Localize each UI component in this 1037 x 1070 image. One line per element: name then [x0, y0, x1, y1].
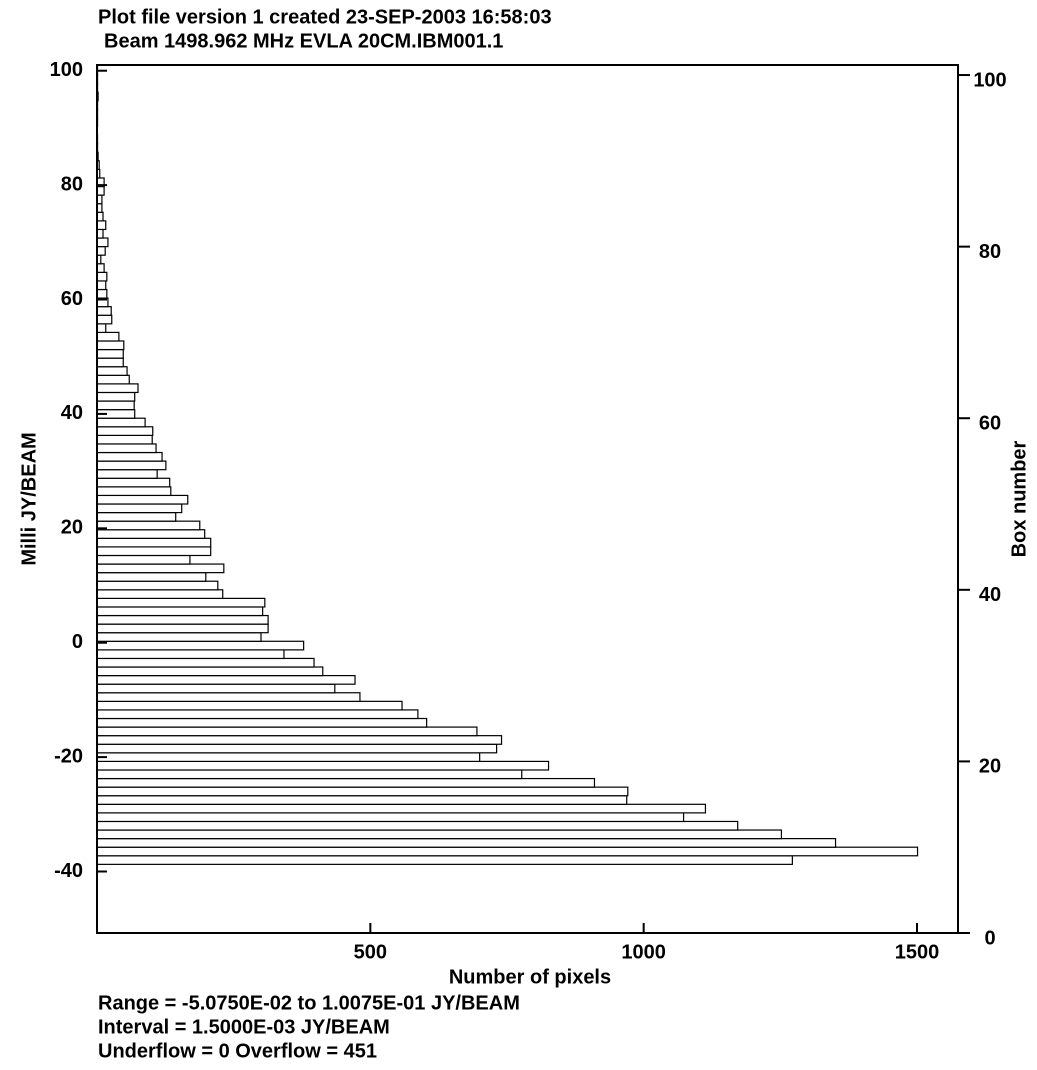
bar	[96, 426, 154, 436]
x-tick-label: 1500	[895, 941, 940, 963]
bar	[96, 580, 219, 591]
bar	[96, 391, 136, 402]
x-axis-label: Number of pixels	[449, 966, 611, 988]
bar	[96, 855, 793, 865]
y2-tick-label: 40	[979, 584, 1001, 606]
y2-tick-label: 100	[973, 69, 1006, 91]
bar	[96, 331, 120, 342]
bar	[96, 666, 324, 677]
bar	[96, 503, 183, 514]
bar	[96, 486, 172, 497]
bar	[96, 348, 124, 359]
bar	[96, 614, 269, 625]
bar	[96, 846, 919, 857]
bar	[96, 717, 428, 728]
y-tick-label: -40	[54, 860, 83, 882]
bar	[96, 675, 356, 685]
bar	[96, 726, 478, 737]
bar	[96, 434, 153, 445]
y-tick-label: 60	[61, 288, 83, 310]
y-tick-label: 40	[61, 402, 83, 424]
bar	[96, 220, 107, 231]
chart-title: Plot file version 1 created 23-SEP-2003 …	[98, 6, 552, 28]
bar	[96, 246, 106, 256]
y-tick-label: 20	[61, 517, 83, 539]
bar	[96, 692, 361, 702]
y2-tick-label: 80	[979, 241, 1001, 263]
bar	[96, 306, 112, 316]
bar	[96, 683, 336, 694]
chart-subtitle: Beam 1498.962 MHz EVLA 20CM.IBM001.1	[104, 30, 503, 52]
bar	[96, 520, 201, 531]
bar	[96, 185, 105, 196]
bar	[96, 820, 739, 831]
bar	[96, 649, 285, 660]
y2-tick-label: 20	[979, 756, 1001, 778]
bar	[96, 554, 191, 565]
bar	[96, 657, 315, 668]
bar	[96, 546, 212, 557]
bar	[96, 589, 224, 599]
bar	[96, 271, 108, 282]
bar	[96, 795, 628, 805]
bar	[96, 237, 109, 248]
bar	[96, 280, 107, 291]
bar	[96, 812, 685, 823]
bar	[96, 572, 207, 582]
footer-note: Underflow = 0 Overflow = 451	[98, 1040, 377, 1062]
y-tick-label: -20	[54, 745, 83, 767]
y-tick-label: 80	[61, 173, 83, 195]
bar	[96, 537, 212, 548]
bar	[96, 477, 171, 488]
bar	[96, 383, 139, 394]
bar	[96, 314, 113, 325]
bar	[96, 357, 124, 368]
bar	[96, 606, 264, 617]
bar	[96, 263, 105, 273]
x-tick-label: 1000	[621, 941, 666, 963]
x-tick-label: 500	[354, 941, 387, 963]
bar	[96, 632, 262, 642]
bar	[96, 400, 135, 411]
bar	[96, 511, 177, 522]
bar	[96, 597, 266, 608]
bar	[96, 735, 503, 745]
bar	[96, 563, 225, 574]
bar	[96, 340, 125, 351]
bar	[96, 529, 206, 539]
y-tick-label: 100	[50, 59, 83, 81]
y2-tick-label: 0	[984, 927, 995, 949]
footer-note: Range = -5.0750E-02 to 1.0075E-01 JY/BEA…	[98, 992, 520, 1014]
bar	[96, 640, 305, 651]
bar	[96, 760, 550, 771]
bar	[96, 700, 403, 711]
bar	[96, 494, 189, 505]
bar	[96, 743, 498, 754]
y-axis-label: Milli JY/BEAM	[18, 432, 40, 565]
bar	[96, 777, 596, 788]
y-tick-label: 0	[72, 631, 83, 653]
y2-axis-label: Box number	[1008, 440, 1030, 557]
bar	[96, 786, 629, 797]
bar	[96, 709, 419, 720]
bar	[96, 838, 837, 848]
bar	[96, 623, 269, 634]
bar	[96, 769, 523, 780]
bar	[96, 366, 128, 376]
bar	[96, 288, 108, 299]
plot-frame	[96, 64, 959, 934]
footer-note: Interval = 1.5000E-03 JY/BEAM	[98, 1016, 390, 1038]
bar	[96, 829, 783, 840]
bar	[96, 451, 163, 462]
bar	[96, 460, 167, 471]
bar	[96, 469, 158, 479]
bar	[96, 803, 707, 814]
bar	[96, 374, 130, 385]
bar	[96, 443, 157, 454]
y2-tick-label: 60	[979, 413, 1001, 435]
bar	[96, 752, 481, 763]
bar	[96, 323, 107, 334]
bar	[96, 417, 146, 428]
